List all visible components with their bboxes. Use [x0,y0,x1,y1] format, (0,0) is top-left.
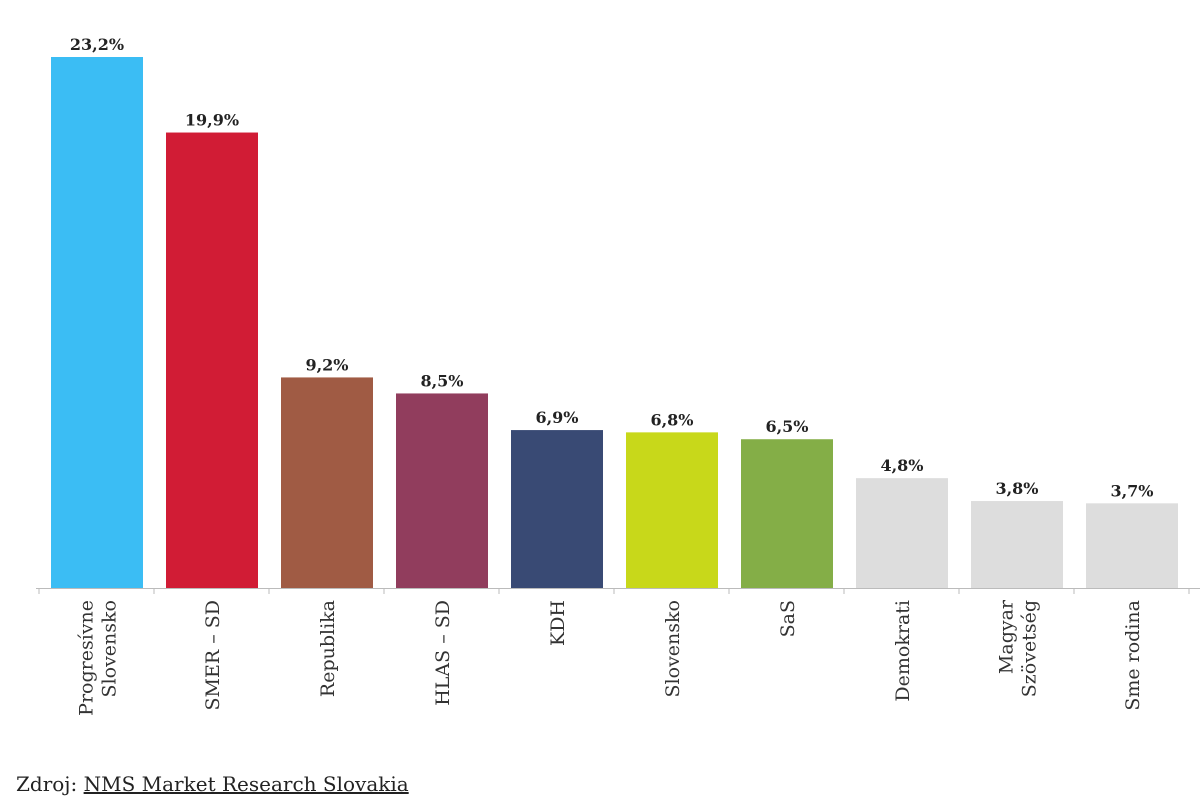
source-link[interactable]: NMS Market Research Slovakia [83,772,409,796]
category-label-line: Slovensko [99,600,121,697]
category-label: SMER – SD [202,600,224,710]
bar-value-label: 3,8% [995,479,1038,498]
category-label-line: Slovensko [662,600,684,697]
bar-value-label: 6,9% [535,408,578,427]
category-label: Demokrati [892,600,914,702]
bar [396,393,488,588]
category-label-line: Magyar [996,599,1018,674]
category-label: KDH [547,600,569,646]
category-label: Slovensko [662,600,684,697]
bar-value-label: 23,2% [70,35,124,54]
bar [626,432,718,588]
bar-value-label: 3,7% [1110,481,1153,500]
source-note: Zdroj: NMS Market Research Slovakia [16,772,409,796]
category-label-line: HLAS – SD [432,600,454,706]
bar-value-label: 9,2% [305,355,348,374]
source-prefix: Zdroj: [16,772,78,796]
category-label-line: Republika [317,600,339,697]
category-label: HLAS – SD [432,600,454,706]
bar [1086,503,1178,588]
category-label-line: KDH [547,600,569,646]
bar [856,478,948,588]
category-label: Magyar Szövetség [996,599,1041,697]
category-label-line: Progresívne [76,600,98,716]
bar-value-label: 6,5% [765,417,808,436]
category-label-line: SaS [777,600,799,637]
bar [741,439,833,588]
bar [281,377,373,588]
category-label: Sme rodina [1122,600,1144,711]
bar-value-label: 19,9% [185,111,239,130]
category-label-line: Demokrati [892,600,914,702]
category-label: Republika [317,600,339,697]
bar-value-label: 4,8% [880,456,923,475]
bar-value-label: 6,8% [650,410,693,429]
bar-value-label: 8,5% [420,371,463,390]
category-label-line: SMER – SD [202,600,224,710]
bar [166,132,258,589]
category-label-line: Szövetség [1019,600,1041,697]
bar [51,57,143,588]
bar [971,501,1063,588]
bar [511,430,603,588]
category-label: SaS [777,600,799,637]
category-label: Progresívne Slovensko [76,600,121,716]
category-label-line: Sme rodina [1122,600,1144,711]
